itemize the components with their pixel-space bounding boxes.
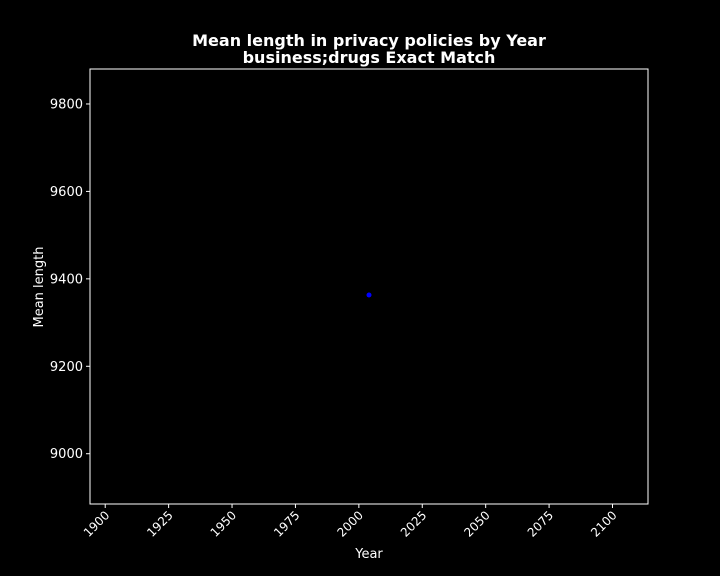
axes-frame bbox=[89, 68, 649, 505]
chart-title: Mean length in privacy policies by Year bbox=[192, 31, 546, 50]
y-axis-label: Mean length bbox=[32, 247, 47, 328]
y-tick-label: 9400 bbox=[50, 272, 83, 287]
chart-subtitle: business;drugs Exact Match bbox=[243, 48, 496, 67]
data-point bbox=[366, 292, 372, 298]
y-tick-label: 9200 bbox=[50, 360, 83, 375]
x-axis-label: Year bbox=[354, 547, 383, 562]
y-tick-label: 9800 bbox=[50, 97, 83, 112]
data-points bbox=[366, 292, 372, 298]
plot-area bbox=[89, 68, 649, 505]
y-tick-label: 9000 bbox=[50, 447, 83, 462]
y-tick-label: 9600 bbox=[50, 185, 83, 200]
y-axis-ticks: 9000 9200 9400 9600 9800 bbox=[50, 97, 90, 462]
